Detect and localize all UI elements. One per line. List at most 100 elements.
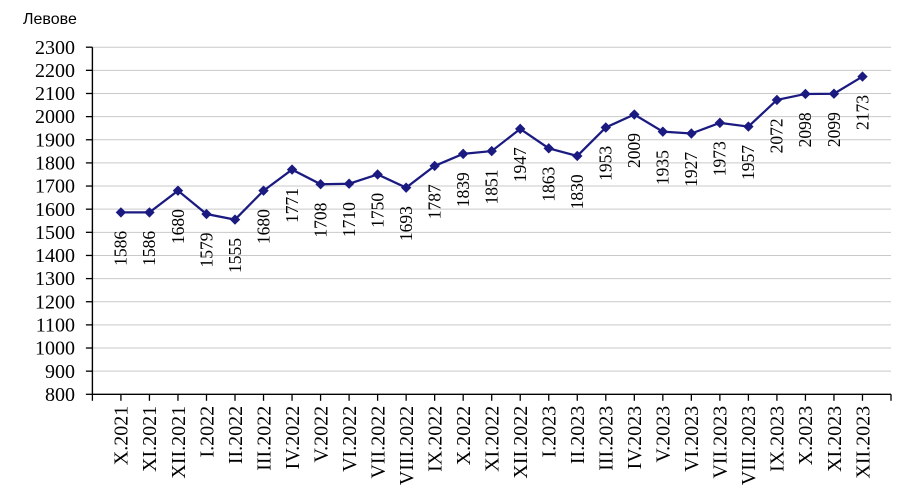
y-tick-label: 1600 — [35, 199, 75, 221]
data-point-marker — [201, 208, 212, 220]
data-point-label: 1787 — [424, 184, 444, 219]
data-point-marker — [258, 185, 269, 196]
y-tick-label: 1300 — [35, 268, 75, 290]
data-point-marker — [372, 169, 383, 180]
data-point-marker — [800, 88, 811, 100]
y-tick-label: 1700 — [35, 176, 75, 198]
data-point-label: 1839 — [453, 172, 473, 207]
x-axis-label: V.2022 — [310, 406, 332, 463]
data-point-label: 1947 — [510, 147, 530, 182]
x-axis-label: I.2022 — [196, 406, 218, 458]
data-point-marker — [572, 150, 583, 162]
data-point-label: 1708 — [310, 202, 330, 237]
data-point-label: 1771 — [282, 188, 302, 223]
data-point-marker — [686, 128, 697, 139]
x-axis-label: XII.2022 — [510, 406, 532, 479]
x-axis-label: VII.2023 — [710, 406, 732, 479]
data-point-marker — [144, 207, 155, 218]
x-axis-label: X.2021 — [111, 406, 133, 465]
data-point-marker — [600, 122, 611, 133]
y-tick-label: 1400 — [35, 245, 75, 267]
data-point-label: 1680 — [253, 209, 273, 244]
x-axis-label: XI.2022 — [482, 406, 504, 472]
data-point-marker — [315, 178, 326, 190]
x-axis-label: X.2023 — [795, 406, 817, 465]
y-tick-label: 2100 — [35, 83, 75, 105]
x-axis-label: V.2023 — [653, 406, 675, 463]
data-point-label: 1851 — [482, 169, 502, 204]
data-point-label: 1957 — [738, 145, 758, 180]
data-point-label: 1693 — [396, 206, 416, 241]
y-tick-label: 800 — [45, 384, 75, 406]
data-point-marker — [115, 207, 127, 218]
y-tick-label: 2200 — [35, 60, 75, 82]
x-axis-label: III.2023 — [596, 406, 618, 471]
data-point-label: 1680 — [168, 209, 188, 244]
data-point-label: 1935 — [653, 150, 673, 185]
data-point-marker — [714, 117, 726, 129]
x-axis-label: XI.2023 — [824, 406, 846, 472]
data-point-marker — [543, 143, 554, 154]
data-point-label: 1586 — [111, 231, 131, 266]
data-point-label: 1863 — [539, 166, 559, 201]
data-point-label: 2099 — [824, 112, 844, 147]
y-tick-label: 1900 — [35, 129, 75, 151]
x-axis-label: II.2023 — [567, 406, 589, 464]
x-axis-label: XII.2023 — [852, 406, 874, 479]
x-axis-label: IV.2022 — [282, 406, 304, 470]
data-point-marker — [657, 126, 669, 137]
y-tick-label: 1100 — [36, 314, 75, 336]
y-tick-label: 1200 — [35, 291, 75, 313]
data-point-marker — [828, 88, 840, 99]
y-tick-label: 2300 — [35, 37, 75, 59]
x-axis-label: VII.2022 — [367, 406, 389, 479]
data-point-marker — [515, 123, 526, 135]
data-point-label: 2072 — [767, 118, 787, 153]
data-point-label: 1927 — [681, 152, 701, 187]
data-point-marker — [743, 121, 754, 132]
x-axis-label: VI.2022 — [339, 406, 361, 472]
x-axis-label: I.2023 — [539, 406, 561, 458]
data-point-label: 1710 — [339, 202, 359, 237]
y-tick-label: 900 — [45, 361, 75, 383]
data-point-marker — [486, 145, 497, 157]
data-point-label: 1579 — [196, 232, 216, 267]
data-point-label: 2173 — [852, 95, 872, 130]
data-point-label: 1555 — [225, 238, 245, 273]
x-axis-label: X.2022 — [453, 406, 475, 465]
x-axis-label: VIII.2022 — [396, 406, 418, 485]
y-tick-label: 2000 — [35, 106, 75, 128]
data-point-label: 2009 — [624, 133, 644, 168]
data-point-marker — [857, 71, 868, 82]
data-point-marker — [457, 148, 469, 160]
data-point-marker — [771, 94, 783, 106]
x-axis-label: IV.2023 — [624, 406, 646, 470]
data-point-label: 2098 — [795, 112, 815, 147]
x-axis-label: VI.2023 — [681, 406, 703, 472]
data-point-marker — [172, 185, 184, 196]
x-axis-label: VIII.2023 — [738, 406, 760, 485]
data-point-marker — [429, 160, 440, 172]
data-point-marker — [629, 109, 640, 120]
data-point-label: 1750 — [367, 193, 387, 228]
y-tick-label: 1000 — [35, 338, 75, 360]
y-tick-label: 1500 — [35, 222, 75, 244]
x-axis-label: IX.2023 — [767, 406, 789, 472]
x-axis-label: XI.2021 — [139, 406, 161, 472]
x-axis-label: XII.2021 — [168, 406, 190, 479]
data-point-marker — [400, 182, 412, 193]
y-axis-title: Левове — [23, 11, 77, 28]
data-point-marker — [286, 164, 298, 175]
x-axis-label: II.2022 — [225, 406, 247, 464]
data-point-label: 1586 — [139, 231, 159, 266]
data-point-label: 1973 — [710, 141, 730, 176]
x-axis-label: III.2022 — [253, 406, 275, 471]
data-point-marker — [229, 214, 241, 225]
x-axis-label: IX.2022 — [424, 406, 446, 472]
y-tick-label: 1800 — [35, 153, 75, 175]
data-point-label: 1953 — [596, 146, 616, 181]
data-point-marker — [343, 178, 355, 189]
data-point-label: 1830 — [567, 174, 587, 209]
